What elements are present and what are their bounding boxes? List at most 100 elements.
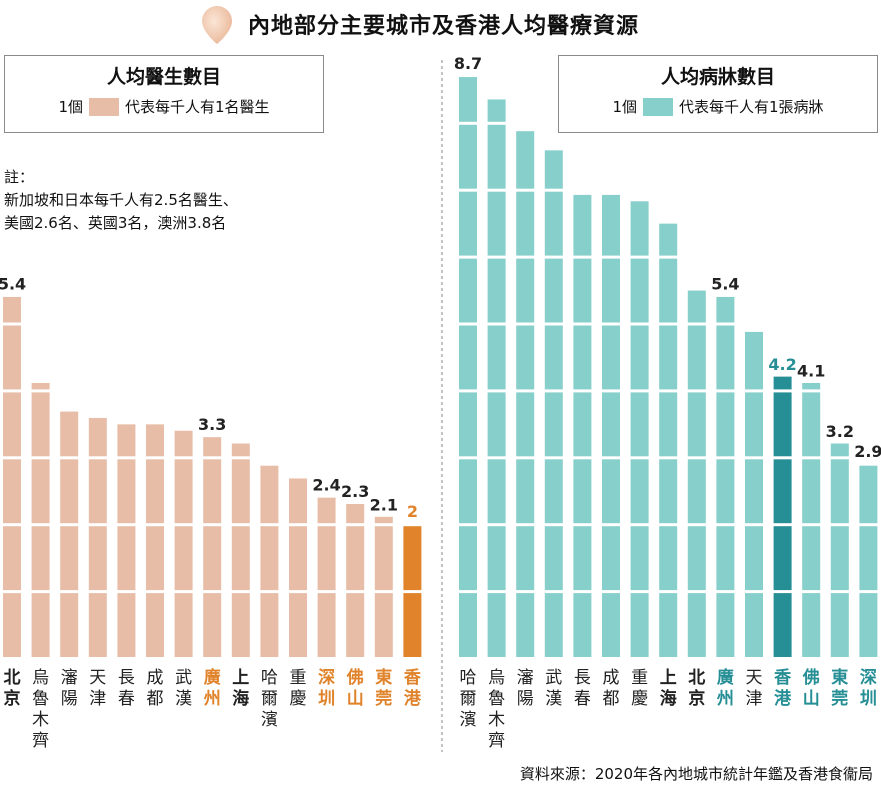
bed-bar-unit [630,593,649,657]
bed-bar-unit [487,459,506,524]
doctor-bar-unit [31,392,50,457]
bed-bar-unit [459,124,477,189]
bed-bar-unit [573,459,592,524]
bed-value-label: 4.1 [797,362,825,381]
doctor-bar-unit [88,593,107,657]
doctor-category-label: 北京 [4,668,21,709]
doctor-bar-unit [231,526,250,591]
bed-bar-unit [630,459,649,524]
doctor-bar-unit [146,526,164,591]
bed-category-label: 香港 [774,668,792,709]
doctor-bar-unit [374,526,393,591]
bed-bar-unit [716,459,735,524]
bed-bar-unit [687,325,706,390]
bed-bar-unit [516,258,535,323]
bed-bar-unit [602,325,620,390]
doctor-bar-unit [374,516,393,524]
doctor-bar-unit [3,526,21,591]
bed-bar [659,223,678,657]
doctor-bar-unit [374,593,393,657]
bed-bar-unit [573,325,592,390]
doctor-category-label: 東莞 [375,667,392,709]
doctor-bar [203,437,222,657]
bed-bar-unit [487,526,506,591]
doctor-bar-unit [60,593,79,657]
doctor-bar-unit [289,526,307,591]
doctor-category-label: 成都 [147,668,164,709]
doctor-bar-unit [231,593,250,657]
doctor-bar-unit [231,459,250,524]
bed-category-label: 東莞 [831,667,848,709]
bed-bar-unit [716,392,735,457]
bed-bar-unit [687,593,706,657]
doctor-bar-unit [3,459,21,524]
bed-bar-unit [487,392,506,457]
bed-category-label: 重慶 [631,668,648,709]
bed-bar [602,194,620,657]
doctor-bar-unit [289,593,307,657]
bed-bar-unit [573,258,592,323]
bed-bar [859,465,878,657]
doctor-bar-unit [146,424,164,457]
legend-beds-desc: 代表每千人有1張病牀 [679,98,824,116]
bed-bar-unit [630,258,649,323]
doctor-bar-unit [60,459,79,524]
bed-bar-unit [830,443,849,457]
bed-category-label: 上海 [660,668,677,709]
bed-category-label: 佛山 [802,667,820,709]
bed-bar-unit [544,258,563,323]
bed-value-label: 4.2 [768,355,796,374]
doctor-bar-unit [346,526,365,591]
bed-bar-unit [687,459,706,524]
legend-doctors-desc: 代表每千人有1名醫生 [125,98,270,116]
doctor-bar [174,430,193,657]
bed-bar-unit [745,392,763,457]
doctor-category-label: 長春 [118,668,135,709]
bed-bar-unit [516,593,535,657]
bed-bar-unit [802,526,821,591]
note-line: 新加坡和日本每千人有2.5名醫生、 [4,191,238,209]
doctor-bar-unit [174,526,193,591]
doctor-bar [374,516,393,657]
bed-bar-unit [459,526,477,591]
bed-bar-unit [659,593,678,657]
bed-bar [802,383,821,657]
bed-bar-unit [859,593,878,657]
doctor-bar-unit [3,296,21,323]
bed-value-label: 3.2 [826,422,854,441]
doctor-bar-unit [203,437,222,457]
legend-beds-row: 1個 代表每千人有1張病牀 [559,96,877,117]
doctor-bar [403,526,422,657]
bed-bar-unit [773,593,792,657]
doctor-bar-unit [117,424,136,457]
drop-icon [202,6,232,44]
bed-bar-unit [487,124,506,189]
bed-bar-unit [459,593,477,657]
doctor-bar-unit [317,593,336,657]
doctor-bar-unit [146,593,164,657]
bed-bar-unit [459,459,477,524]
doctor-bar [146,424,164,657]
bed-bar-unit [516,325,535,390]
bed-bar-unit [716,325,735,390]
bed-bar-unit [487,325,506,390]
bed-value-label: 2.9 [854,442,881,461]
bed-category-label: 長春 [574,668,591,709]
bed-bar-unit [773,459,792,524]
bed-bar-unit [716,593,735,657]
bed-value-label: 5.4 [711,275,739,294]
doctor-bar-unit [289,478,307,524]
bed-bar [830,443,849,657]
doctor-bar-unit [203,593,222,657]
source-note: 資料來源：2020年各內地城市統計年鑑及香港食衞局 [519,765,873,783]
bed-bar-unit [459,392,477,457]
doctor-bar-unit [117,526,136,591]
bed-bar-unit [544,191,563,256]
bed-bar-unit [487,593,506,657]
bed-category-label: 成都 [603,668,620,709]
bed-bar-unit [516,459,535,524]
doctor-bar-unit [403,593,422,657]
doctor-bar-unit [346,504,365,524]
